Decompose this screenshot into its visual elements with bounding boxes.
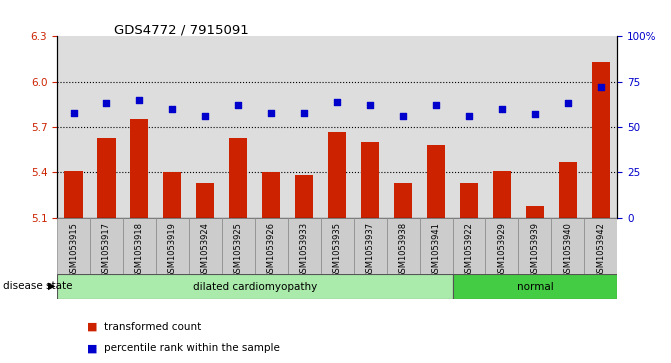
Text: GSM1053939: GSM1053939: [530, 222, 539, 278]
Bar: [130, 119, 148, 218]
Point: [464, 113, 474, 119]
Point: [497, 106, 507, 112]
Bar: [552, 218, 584, 274]
Bar: [592, 62, 610, 218]
Bar: [288, 218, 321, 274]
Point: [233, 102, 244, 108]
Bar: [559, 162, 577, 218]
Bar: [354, 218, 386, 274]
Text: GSM1053938: GSM1053938: [399, 222, 407, 278]
Bar: [584, 218, 617, 274]
Point: [200, 113, 211, 119]
Bar: [493, 171, 511, 218]
Bar: [222, 218, 255, 274]
Bar: [386, 218, 419, 274]
Bar: [452, 218, 486, 274]
Point: [266, 110, 276, 115]
Bar: [123, 218, 156, 274]
Bar: [419, 218, 452, 274]
Bar: [156, 218, 189, 274]
Point: [331, 99, 342, 105]
Text: GSM1053922: GSM1053922: [464, 222, 474, 278]
Bar: [427, 145, 445, 218]
Text: GSM1053917: GSM1053917: [102, 222, 111, 278]
Text: GSM1053937: GSM1053937: [366, 222, 374, 278]
Text: ▶: ▶: [48, 281, 55, 291]
Bar: [394, 183, 412, 218]
Text: ■: ■: [87, 343, 98, 354]
Bar: [486, 218, 519, 274]
Text: GSM1053929: GSM1053929: [497, 222, 507, 278]
Bar: [321, 218, 354, 274]
Text: GSM1053925: GSM1053925: [234, 222, 243, 278]
Text: disease state: disease state: [3, 281, 73, 291]
Point: [299, 110, 309, 115]
Text: GSM1053940: GSM1053940: [564, 222, 572, 278]
Point: [68, 110, 79, 115]
Point: [101, 101, 112, 106]
Text: GSM1053926: GSM1053926: [267, 222, 276, 278]
Bar: [189, 218, 222, 274]
Bar: [255, 218, 288, 274]
Bar: [197, 183, 215, 218]
Text: GSM1053924: GSM1053924: [201, 222, 210, 278]
Bar: [295, 175, 313, 218]
Text: GSM1053918: GSM1053918: [135, 222, 144, 278]
Bar: [57, 274, 452, 299]
Bar: [452, 274, 617, 299]
Text: GSM1053919: GSM1053919: [168, 222, 177, 278]
Bar: [57, 218, 90, 274]
Point: [134, 97, 145, 103]
Text: GSM1053915: GSM1053915: [69, 222, 78, 278]
Bar: [460, 183, 478, 218]
Text: ■: ■: [87, 322, 98, 332]
Point: [398, 113, 409, 119]
Text: GSM1053933: GSM1053933: [300, 222, 309, 278]
Point: [167, 106, 178, 112]
Bar: [64, 171, 83, 218]
Bar: [361, 142, 379, 218]
Bar: [328, 131, 346, 218]
Text: transformed count: transformed count: [104, 322, 201, 332]
Point: [529, 111, 540, 117]
Point: [431, 102, 442, 108]
Text: GSM1053935: GSM1053935: [333, 222, 342, 278]
Text: normal: normal: [517, 282, 554, 292]
Bar: [163, 172, 181, 218]
Bar: [526, 206, 544, 218]
Text: GSM1053941: GSM1053941: [431, 222, 441, 278]
Text: percentile rank within the sample: percentile rank within the sample: [104, 343, 280, 354]
Bar: [229, 138, 248, 218]
Text: dilated cardiomyopathy: dilated cardiomyopathy: [193, 282, 317, 292]
Bar: [97, 138, 115, 218]
Bar: [262, 172, 280, 218]
Bar: [90, 218, 123, 274]
Text: GDS4772 / 7915091: GDS4772 / 7915091: [114, 24, 249, 37]
Point: [562, 101, 573, 106]
Point: [365, 102, 376, 108]
Bar: [519, 218, 552, 274]
Text: GSM1053942: GSM1053942: [597, 222, 605, 278]
Point: [595, 84, 606, 90]
